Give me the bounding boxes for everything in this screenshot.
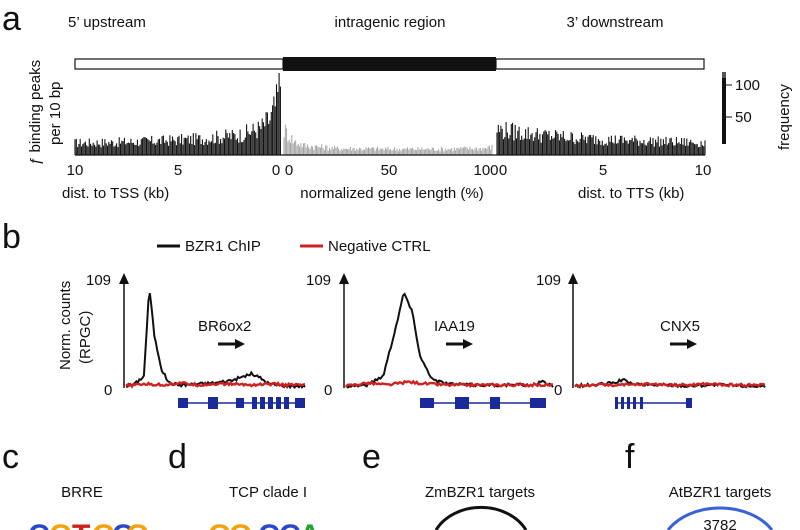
track2-ymax: 109 (306, 272, 331, 289)
x-tick-tss-5: 5 (174, 162, 182, 179)
chip-signal-br6ox2 (125, 293, 306, 390)
gene-model-cnx5 (615, 397, 692, 409)
legend-neg-label: Negative CTRL (328, 238, 431, 255)
intragenic-bar (283, 57, 496, 71)
tcp-title: TCP clade I (229, 484, 307, 501)
x-tick-tts-10: 10 (695, 162, 712, 179)
frequency-label: frequency (776, 84, 793, 150)
atbzr1-venn-circle (666, 506, 774, 530)
x-tick-gene-0: 0 (285, 162, 293, 179)
xlabel-gene-length: normalized gene length (%) (300, 185, 483, 202)
track3-ymax: 109 (536, 272, 561, 289)
panel-letter-b: b (2, 218, 21, 256)
track1-signal (125, 293, 306, 390)
binding-histogram (74, 73, 706, 155)
track1-axis-arrow (119, 273, 129, 284)
panel-a-ylabel-line1: ƒ binding peaks (27, 60, 44, 165)
region-label-intragenic: intragenic region (335, 14, 446, 31)
x-tick-tts-5: 5 (599, 162, 607, 179)
panel-letter-c: c (2, 438, 19, 476)
svg-text:A: A (299, 519, 321, 530)
atbzr1-count: 3782 (703, 517, 736, 530)
panel-letter-f: f (625, 438, 635, 476)
brre-motif-logo: C G T G C G (28, 519, 149, 530)
xlabel-tts: dist. to TTS (kb) (578, 185, 684, 202)
svg-text:C: C (28, 519, 50, 530)
zmbzr1-title: ZmBZR1 targets (425, 484, 535, 501)
svg-text:C: C (258, 519, 280, 530)
upstream-bar (74, 58, 284, 70)
panel-b-ylabel-line2: (RPGC) (77, 311, 94, 364)
gene-label-br6ox2: BR6ox2 (198, 318, 251, 335)
track3-signal (574, 378, 766, 389)
x-tick-gene-50: 50 (381, 162, 398, 179)
panel-b-ylabel-line1: Norm. counts (57, 281, 74, 370)
neg-signal-br6ox2 (125, 380, 306, 389)
tcp-motif-logo: G G C C A (208, 519, 321, 530)
freq-tick-50: 50 (735, 109, 752, 126)
direction-arrow-iaa19 (446, 339, 473, 349)
gene-label-iaa19: IAA19 (434, 318, 475, 335)
svg-text:C: C (112, 519, 134, 530)
panel-letter-d: d (168, 438, 187, 476)
track3-axis-arrow (568, 273, 578, 284)
track1-ymax: 109 (86, 272, 111, 289)
x-tick-tts-0: 0 (499, 162, 507, 179)
panel-letter-e: e (362, 438, 381, 476)
gene-label-cnx5: CNX5 (660, 318, 700, 335)
svg-text:G: G (208, 519, 231, 530)
svg-text:T: T (72, 519, 90, 530)
track1-ymin: 0 (104, 382, 112, 399)
svg-text:G: G (229, 519, 252, 530)
svg-text:G: G (49, 519, 72, 530)
xlabel-tss: dist. to TSS (kb) (62, 185, 169, 202)
panel-a-ylabel-line2: per 10 bp (47, 82, 64, 145)
frequency-scale (722, 72, 732, 144)
direction-arrow-br6ox2 (218, 339, 245, 349)
svg-text:G: G (92, 519, 115, 530)
downstream-bar (495, 58, 705, 70)
legend-chip-label: BZR1 ChIP (185, 238, 261, 255)
gene-model-iaa19 (420, 397, 546, 409)
chip-signal-iaa19 (345, 292, 554, 389)
neg-signal-cnx5 (574, 381, 766, 389)
track2-axis-arrow (339, 273, 349, 284)
gene-model-br6ox2 (178, 397, 305, 409)
panel-letter-a: a (2, 0, 21, 38)
region-label-downstream: 3’ downstream (567, 14, 664, 31)
x-tick-tss-0: 0 (272, 162, 280, 179)
direction-arrow-cnx5 (670, 339, 697, 349)
freq-tick-100: 100 (735, 77, 760, 94)
svg-text:C: C (279, 519, 301, 530)
x-tick-gene-100: 100 (473, 162, 498, 179)
track2-signal (345, 292, 554, 389)
zmbzr1-venn-circle (434, 505, 528, 530)
x-tick-tss-10: 10 (67, 162, 84, 179)
track3-ymin: 0 (554, 382, 562, 399)
neg-signal-iaa19 (345, 379, 553, 388)
region-label-upstream: 5’ upstream (68, 14, 146, 31)
brre-title: BRRE (61, 484, 103, 501)
track2-ymin: 0 (324, 382, 332, 399)
atbzr1-title: AtBZR1 targets (669, 484, 772, 501)
svg-text:G: G (126, 519, 149, 530)
